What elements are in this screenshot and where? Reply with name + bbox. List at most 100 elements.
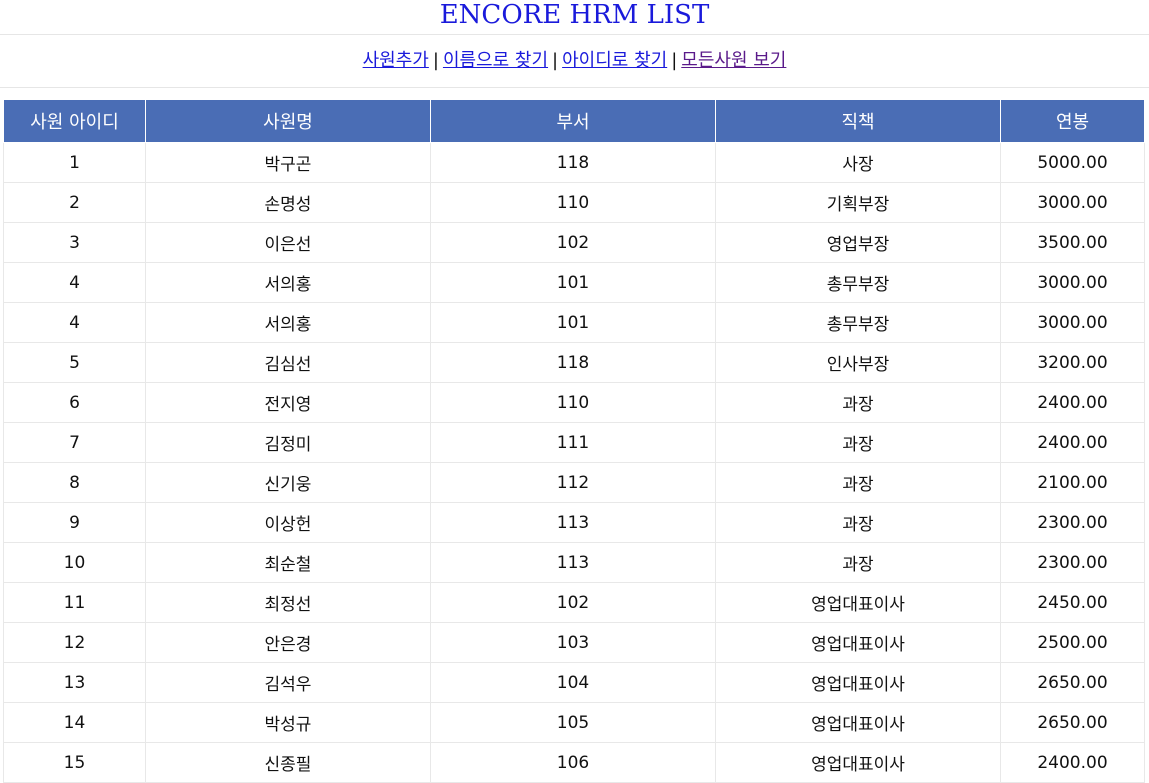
cell-department: 105 — [430, 702, 716, 743]
cell-employee-id: 8 — [3, 462, 146, 503]
cell-salary: 3000.00 — [1000, 182, 1145, 223]
cell-employee-name: 서의홍 — [145, 262, 431, 303]
cell-employee-name: 김석우 — [145, 662, 431, 703]
cell-position: 영업부장 — [715, 222, 1001, 263]
table-row: 4 서의홍 101 총무부장 3000.00 — [3, 302, 1145, 343]
cell-position: 과장 — [715, 382, 1001, 423]
search-by-id-link[interactable]: 아이디로 찾기 — [562, 50, 668, 71]
cell-position: 영업대표이사 — [715, 622, 1001, 663]
nav-links: 사원추가 | 이름으로 찾기 | 아이디로 찾기 | 모든사원 보기 — [0, 35, 1149, 88]
table-row: 10 최순철 113 과장 2300.00 — [3, 542, 1145, 583]
cell-position: 영업대표이사 — [715, 702, 1001, 743]
cell-position: 총무부장 — [715, 302, 1001, 343]
cell-employee-name: 서의홍 — [145, 302, 431, 343]
cell-salary: 2400.00 — [1000, 382, 1145, 423]
cell-employee-id: 13 — [3, 662, 146, 703]
employee-table: 사원 아이디 사원명 부서 직책 연봉 1 박구곤 118 사장 5000.00 2 손명성… — [3, 99, 1145, 783]
cell-employee-id: 5 — [3, 342, 146, 383]
cell-department: 101 — [430, 302, 716, 343]
cell-salary: 2300.00 — [1000, 542, 1145, 583]
cell-department: 113 — [430, 502, 716, 543]
table-row: 13 김석우 104 영업대표이사 2650.00 — [3, 662, 1145, 703]
search-by-name-link[interactable]: 이름으로 찾기 — [442, 50, 549, 71]
table-row: 9 이상헌 113 과장 2300.00 — [3, 502, 1145, 543]
cell-employee-id: 3 — [3, 222, 146, 263]
cell-employee-name: 최순철 — [145, 542, 431, 583]
cell-employee-id: 14 — [3, 702, 146, 743]
cell-position: 영업대표이사 — [715, 662, 1001, 703]
view-all-employees-link[interactable]: 모든사원 보기 — [681, 50, 787, 71]
cell-employee-id: 2 — [3, 182, 146, 223]
cell-department: 112 — [430, 462, 716, 503]
cell-department: 104 — [430, 662, 716, 703]
cell-salary: 2450.00 — [1000, 582, 1145, 623]
cell-salary: 2300.00 — [1000, 502, 1145, 543]
cell-employee-name: 전지영 — [145, 382, 431, 423]
cell-salary: 2650.00 — [1000, 702, 1145, 743]
cell-employee-id: 10 — [3, 542, 146, 583]
nav-separator: | — [671, 50, 678, 71]
cell-department: 106 — [430, 742, 716, 783]
cell-position: 기획부장 — [715, 182, 1001, 223]
cell-employee-name: 손명성 — [145, 182, 431, 223]
table-row: 14 박성규 105 영업대표이사 2650.00 — [3, 702, 1145, 743]
cell-department: 101 — [430, 262, 716, 303]
column-header-salary: 연봉 — [1000, 99, 1145, 143]
employee-table-container: 사원 아이디 사원명 부서 직책 연봉 1 박구곤 118 사장 5000.00 2 손명성… — [3, 99, 1145, 783]
table-row: 15 신종필 106 영업대표이사 2400.00 — [3, 742, 1145, 783]
cell-salary: 3000.00 — [1000, 302, 1145, 343]
table-row: 11 최정선 102 영업대표이사 2450.00 — [3, 582, 1145, 623]
nav-separator: | — [432, 50, 439, 71]
cell-employee-id: 15 — [3, 742, 146, 783]
cell-employee-id: 11 — [3, 582, 146, 623]
cell-employee-name: 박구곤 — [145, 142, 431, 183]
add-employee-link[interactable]: 사원추가 — [362, 50, 429, 71]
cell-employee-id: 4 — [3, 262, 146, 303]
cell-employee-name: 이은선 — [145, 222, 431, 263]
cell-salary: 2400.00 — [1000, 742, 1145, 783]
cell-department: 118 — [430, 142, 716, 183]
table-row: 3 이은선 102 영업부장 3500.00 — [3, 222, 1145, 263]
cell-employee-name: 김정미 — [145, 422, 431, 463]
cell-position: 영업대표이사 — [715, 582, 1001, 623]
cell-department: 103 — [430, 622, 716, 663]
cell-employee-name: 박성규 — [145, 702, 431, 743]
cell-salary: 2650.00 — [1000, 662, 1145, 703]
cell-position: 과장 — [715, 422, 1001, 463]
cell-employee-name: 이상헌 — [145, 502, 431, 543]
cell-position: 사장 — [715, 142, 1001, 183]
table-row: 5 김심선 118 인사부장 3200.00 — [3, 342, 1145, 383]
cell-salary: 3500.00 — [1000, 222, 1145, 263]
table-header-row: 사원 아이디 사원명 부서 직책 연봉 — [3, 99, 1145, 143]
cell-employee-name: 안은경 — [145, 622, 431, 663]
cell-department: 113 — [430, 542, 716, 583]
cell-position: 인사부장 — [715, 342, 1001, 383]
nav-separator: | — [552, 50, 559, 71]
cell-department: 110 — [430, 182, 716, 223]
table-row: 6 전지영 110 과장 2400.00 — [3, 382, 1145, 423]
cell-salary: 3200.00 — [1000, 342, 1145, 383]
cell-salary: 2100.00 — [1000, 462, 1145, 503]
cell-position: 과장 — [715, 542, 1001, 583]
cell-employee-name: 신기웅 — [145, 462, 431, 503]
table-row: 2 손명성 110 기획부장 3000.00 — [3, 182, 1145, 223]
cell-department: 102 — [430, 222, 716, 263]
cell-department: 111 — [430, 422, 716, 463]
cell-salary: 3000.00 — [1000, 262, 1145, 303]
cell-employee-name: 김심선 — [145, 342, 431, 383]
cell-employee-id: 7 — [3, 422, 146, 463]
cell-employee-name: 신종필 — [145, 742, 431, 783]
table-row: 12 안은경 103 영업대표이사 2500.00 — [3, 622, 1145, 663]
cell-salary: 2400.00 — [1000, 422, 1145, 463]
cell-employee-id: 6 — [3, 382, 146, 423]
column-header-employee-name: 사원명 — [145, 99, 431, 143]
table-row: 7 김정미 111 과장 2400.00 — [3, 422, 1145, 463]
cell-position: 과장 — [715, 462, 1001, 503]
cell-employee-id: 9 — [3, 502, 146, 543]
table-body: 1 박구곤 118 사장 5000.00 2 손명성 110 기획부장 3000.00 3 이은선 10… — [3, 142, 1145, 783]
cell-salary: 5000.00 — [1000, 142, 1145, 183]
cell-department: 118 — [430, 342, 716, 383]
cell-department: 102 — [430, 582, 716, 623]
page-title: ENCORE HRM LIST — [0, 0, 1149, 35]
table-row: 4 서의홍 101 총무부장 3000.00 — [3, 262, 1145, 303]
